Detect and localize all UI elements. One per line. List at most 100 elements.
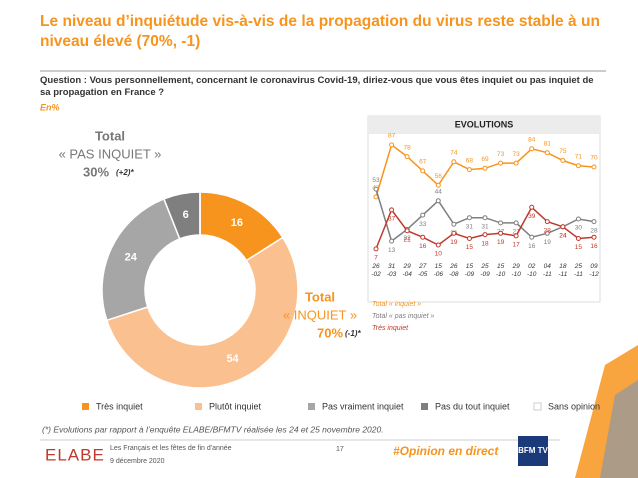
point [544, 230, 550, 236]
partner-logo [518, 436, 548, 466]
x-tick-part: 26 [371, 263, 380, 270]
point [575, 216, 581, 222]
x-tick-part: -08 [449, 271, 459, 278]
point-label: 16 [590, 243, 598, 250]
point [466, 215, 472, 221]
slice-label: 54 [226, 353, 239, 365]
point-label: 16 [419, 243, 427, 250]
legend-label: Très inquiet [372, 325, 409, 332]
point-label: 75 [559, 148, 567, 155]
footer-date: 9 décembre 2020 [110, 458, 165, 465]
x-tick-label: 15 -10 [496, 263, 506, 278]
point [482, 232, 488, 238]
annotation-label: Total [95, 128, 125, 143]
point [482, 215, 488, 221]
point [389, 142, 395, 148]
x-tick-part: 15 [466, 263, 474, 270]
x-tick-part: -02 [371, 271, 381, 278]
x-tick-part: -11 [543, 271, 552, 278]
x-tick-part: -06 [434, 271, 444, 278]
point-label: 33 [419, 221, 427, 228]
x-tick-part: -10 [527, 271, 537, 278]
point [513, 233, 519, 239]
point [451, 159, 457, 165]
slice-label: 16 [231, 217, 243, 229]
point [544, 150, 550, 156]
title-box: Le niveau d’inquiétude vis-à-vis de la p… [40, 13, 600, 50]
hashtag: #Opinion en direct [393, 444, 499, 458]
point-label: 28 [590, 227, 598, 234]
footnote: (*) Evolutions par rapport à l’enquête E… [42, 424, 384, 434]
point-label: 74 [450, 150, 458, 157]
point-label: 67 [419, 159, 427, 166]
point [513, 160, 519, 166]
point-label: 70 [590, 155, 598, 162]
point [498, 230, 504, 236]
point [498, 160, 504, 166]
x-tick-part: 31 [388, 263, 396, 270]
annotation-change: (-1)* [345, 329, 361, 338]
legend-label: Total « inquiet » [372, 301, 421, 308]
point [498, 220, 504, 226]
point [513, 220, 519, 226]
point-label: 7 [374, 255, 378, 262]
point-label: 31 [481, 223, 489, 230]
point [591, 164, 597, 170]
question-box: Question : Vous personnellement, concern… [40, 75, 594, 98]
point [404, 228, 410, 234]
point [482, 165, 488, 171]
x-tick-label: 04 -11 [543, 263, 552, 278]
legend-label: Total « pas inquiet » [372, 313, 435, 320]
annotation-label: Total [305, 289, 335, 304]
page-number: 17 [336, 446, 344, 453]
legend-label: Plutôt inquiet [209, 401, 262, 411]
legend-swatch [421, 403, 428, 410]
point-label: 37 [388, 216, 396, 223]
footer-subject: Les Français et les fêtes de fin d'année [110, 445, 232, 452]
legend-label: Très inquiet [96, 401, 143, 411]
point-label: 19 [450, 239, 458, 246]
point-label: 39 [528, 213, 536, 220]
x-tick-part: -05 [418, 271, 428, 278]
x-tick-label: 02 -10 [527, 263, 537, 278]
point-label: 18 [481, 240, 489, 247]
partner-name: BFM TV [518, 446, 548, 455]
annotation-value: 70% [317, 325, 343, 340]
x-tick-part: 25 [574, 263, 583, 270]
point-label: 16 [528, 243, 536, 250]
point [529, 146, 535, 152]
x-tick-part: -10 [511, 271, 521, 278]
x-tick-part: -09 [465, 271, 475, 278]
unit: En% [40, 102, 60, 112]
point-label: 13 [388, 247, 396, 254]
point-label: 78 [404, 144, 412, 151]
legend-swatch [195, 403, 202, 410]
point-label: 31 [466, 223, 474, 230]
point [466, 167, 472, 173]
point [373, 186, 379, 192]
decor [600, 380, 638, 478]
point-label: 17 [513, 242, 521, 249]
x-tick-part: 25 [480, 263, 489, 270]
point [451, 230, 457, 236]
point-label: 28 [544, 227, 552, 234]
point-label: 19 [497, 239, 505, 246]
point [575, 236, 581, 241]
donut-slice [105, 236, 299, 389]
x-tick-part: 15 [435, 263, 443, 270]
legend-label: Pas vraiment inquiet [322, 401, 404, 411]
point-label: 56 [435, 173, 443, 180]
x-tick-part: 02 [528, 263, 536, 270]
x-tick-label: 09 -12 [589, 263, 599, 278]
point [420, 234, 426, 240]
x-tick-part: -09 [480, 271, 490, 278]
question: Question : Vous personnellement, concern… [40, 75, 594, 98]
x-tick-label: 18 -11 [558, 263, 567, 278]
x-tick-part: -12 [589, 271, 599, 278]
point [575, 163, 581, 169]
point-label: 71 [575, 153, 583, 160]
point [404, 154, 410, 160]
x-tick-part: 27 [418, 263, 427, 270]
point [529, 204, 535, 210]
